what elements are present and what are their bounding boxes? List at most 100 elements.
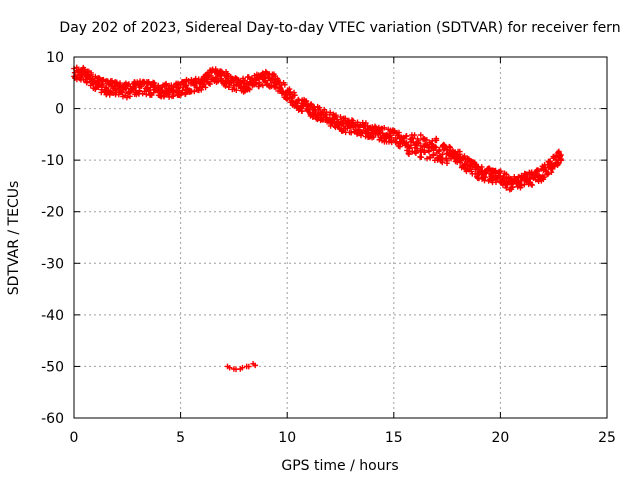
data-point: [348, 129, 355, 136]
data-point: [541, 174, 547, 181]
data-point: [245, 74, 252, 80]
data-point: [457, 148, 463, 155]
data-point: [422, 149, 428, 156]
data-point: [316, 104, 323, 111]
data-point: [308, 102, 315, 108]
y-tick-labels: 10 0 -10 -20 -30 -40 -50 -60: [41, 50, 607, 427]
x-tick-label: 15: [385, 430, 403, 446]
plot-frame: [73, 56, 608, 419]
data-point: [225, 84, 232, 91]
chart-title: Day 202 of 2023, Sidereal Day-to-day VTE…: [59, 20, 620, 36]
data-point: [461, 153, 468, 159]
data-point: [408, 142, 414, 149]
data-point: [246, 86, 253, 93]
data-point: [207, 81, 213, 87]
outlier-point: [252, 362, 259, 369]
data-point: [426, 148, 432, 155]
y-tick-label: -50: [41, 359, 64, 375]
outlier-point: [239, 364, 246, 371]
data-point: [439, 159, 446, 166]
y-tick-label: -10: [41, 153, 64, 169]
data-point: [124, 94, 130, 101]
y-tick-label: -20: [41, 205, 64, 221]
data-point: [548, 169, 555, 176]
x-tick-label: 10: [278, 430, 296, 446]
outlier-point: [226, 364, 233, 371]
data-point: [191, 88, 198, 95]
data-point: [414, 145, 420, 152]
data-point: [503, 185, 510, 191]
data-point: [503, 171, 510, 178]
data-point: [430, 147, 437, 154]
data-point: [377, 129, 383, 136]
y-tick-label: -60: [41, 411, 64, 427]
x-tick-label: 5: [176, 430, 185, 446]
data-point: [256, 81, 263, 87]
data-point: [163, 80, 169, 87]
data-point: [413, 150, 419, 156]
data-point: [233, 87, 240, 94]
data-point: [364, 130, 370, 137]
data-point: [403, 132, 410, 139]
data-point: [88, 70, 94, 76]
y-tick-label: 10: [46, 50, 64, 66]
data-point: [415, 138, 422, 144]
data-point: [488, 173, 495, 180]
data-point: [535, 167, 541, 173]
data-point: [424, 155, 430, 162]
data-point: [363, 120, 369, 126]
data-point: [396, 129, 402, 136]
data-point: [134, 79, 141, 85]
data-point: [298, 105, 305, 112]
data-point: [303, 98, 310, 104]
data-point: [381, 125, 388, 131]
data-point: [372, 123, 378, 130]
data-point: [547, 158, 554, 164]
data-point: [350, 117, 356, 124]
x-tick-label: 0: [70, 430, 79, 446]
data-point: [113, 79, 120, 86]
x-tick-labels: 0 5 10 15 20 25: [70, 57, 616, 446]
data-point: [277, 85, 284, 91]
data-point: [492, 167, 499, 174]
data-point: [166, 94, 172, 100]
data-point: [433, 144, 439, 151]
x-tick-label: 25: [598, 430, 616, 446]
data-point: [183, 82, 190, 89]
data-point: [201, 81, 207, 88]
data-point: [418, 154, 425, 160]
data-points: [71, 64, 564, 373]
data-point: [529, 182, 535, 188]
data-point: [430, 152, 437, 159]
data-point: [433, 137, 440, 144]
data-point: [427, 155, 433, 161]
data-point: [497, 173, 504, 179]
x-axis-label: GPS time / hours: [281, 458, 398, 474]
data-point: [545, 170, 551, 177]
data-point: [257, 73, 264, 80]
y-tick-label: -40: [41, 308, 64, 324]
outlier-point: [246, 363, 252, 370]
data-point: [198, 87, 205, 93]
data-point: [544, 171, 550, 178]
data-point: [291, 89, 297, 96]
data-point: [410, 135, 416, 142]
x-tick-label: 20: [491, 430, 509, 446]
data-point: [282, 82, 288, 88]
data-point: [127, 93, 133, 100]
data-point: [504, 182, 511, 188]
y-tick-label: 0: [55, 102, 64, 118]
data-point: [292, 92, 298, 99]
data-point: [155, 85, 162, 91]
data-point: [558, 156, 564, 163]
y-axis-label: SDTVAR / TECUs: [6, 181, 22, 296]
data-point: [177, 82, 184, 88]
data-point: [208, 73, 214, 79]
data-point: [447, 144, 453, 151]
data-point: [262, 77, 269, 84]
data-point: [556, 148, 562, 155]
data-point: [411, 132, 418, 138]
data-point: [342, 115, 349, 122]
grid: [74, 57, 607, 418]
